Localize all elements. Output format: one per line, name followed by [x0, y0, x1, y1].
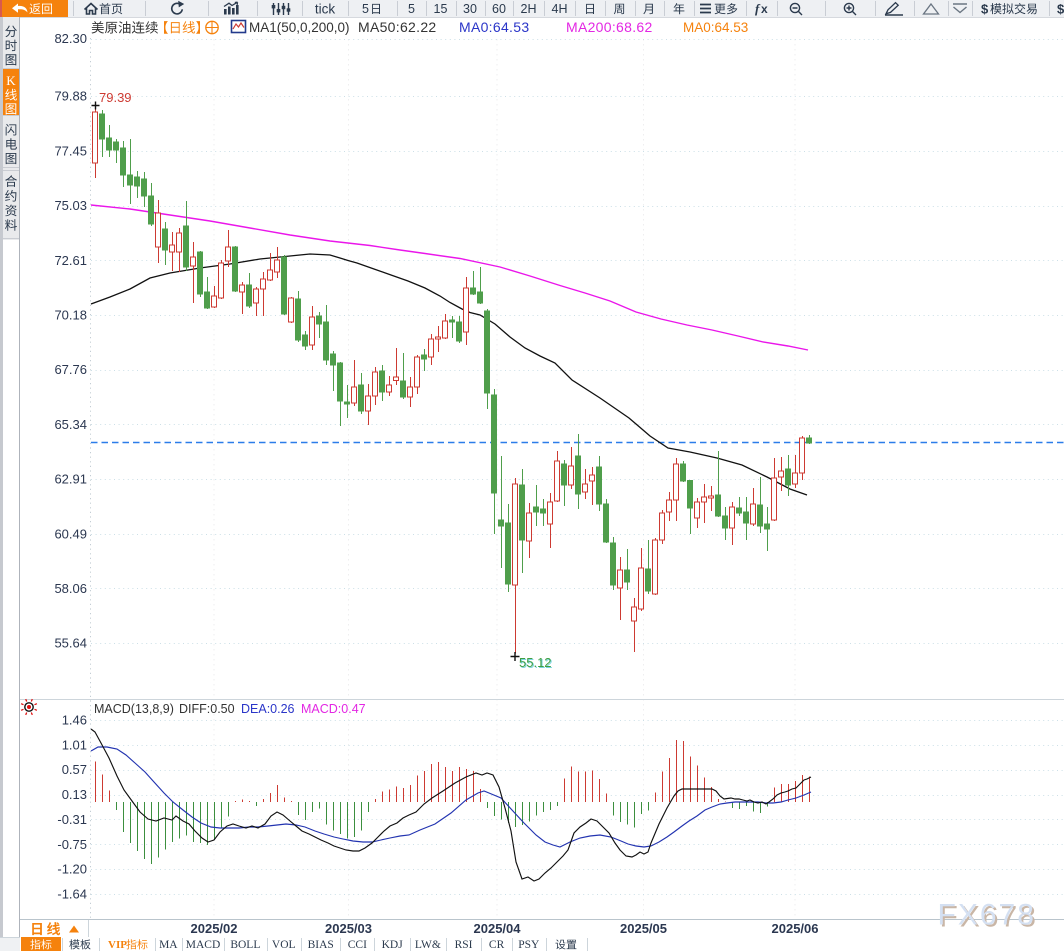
svg-text:55.64: 55.64 — [54, 636, 87, 651]
svg-text:$: $ — [981, 2, 989, 17]
svg-text:70.18: 70.18 — [54, 308, 87, 323]
svg-text:FX678: FX678 — [938, 899, 1036, 932]
svg-text:5: 5 — [362, 2, 369, 16]
svg-text:RSI: RSI — [455, 939, 473, 951]
svg-text:MA: MA — [159, 939, 178, 951]
svg-text:DEA:0.26: DEA:0.26 — [241, 702, 295, 716]
svg-text:$: $ — [1057, 2, 1064, 17]
svg-text:MACD(13,8,9): MACD(13,8,9) — [94, 702, 174, 716]
svg-text:LW&: LW& — [415, 939, 441, 951]
svg-text:2025/03: 2025/03 — [325, 921, 372, 936]
svg-text:79.39: 79.39 — [99, 90, 132, 105]
svg-text:82.30: 82.30 — [54, 31, 87, 46]
svg-text:62.91: 62.91 — [54, 472, 87, 487]
svg-text:x: x — [761, 2, 768, 16]
svg-text:4H: 4H — [552, 2, 568, 16]
svg-text:15: 15 — [434, 2, 448, 16]
svg-text:BIAS: BIAS — [308, 939, 334, 951]
svg-text:0.57: 0.57 — [62, 762, 87, 777]
svg-text:55.12: 55.12 — [519, 655, 552, 670]
svg-text:2H: 2H — [521, 2, 537, 16]
svg-text:f: f — [755, 1, 761, 16]
svg-text:MA50:62.22: MA50:62.22 — [358, 19, 437, 35]
svg-text:55.12: 55.12 — [520, 656, 553, 671]
svg-text:1.01: 1.01 — [62, 737, 87, 752]
svg-text:5: 5 — [408, 2, 415, 16]
svg-text:MA200:68.62: MA200:68.62 — [566, 19, 653, 35]
svg-text:-0.31: -0.31 — [57, 812, 87, 827]
svg-text:58.06: 58.06 — [54, 581, 87, 596]
svg-text:BOLL: BOLL — [230, 939, 260, 951]
svg-text:-0.75: -0.75 — [57, 837, 87, 852]
svg-text:77.45: 77.45 — [54, 143, 87, 158]
svg-text:MACD:0.47: MACD:0.47 — [301, 702, 366, 716]
svg-text:KDJ: KDJ — [382, 939, 404, 951]
svg-text:CCI: CCI — [348, 939, 367, 951]
svg-text:-1.20: -1.20 — [57, 862, 87, 877]
svg-text:72.61: 72.61 — [54, 253, 87, 268]
svg-text:2025/06: 2025/06 — [772, 921, 819, 936]
svg-text:MACD: MACD — [186, 939, 221, 951]
svg-text:FX678: FX678 — [940, 901, 1038, 934]
svg-text:MA0:64.53: MA0:64.53 — [459, 19, 529, 35]
svg-text:PSY: PSY — [518, 939, 540, 951]
svg-text:30: 30 — [463, 2, 477, 16]
svg-text:60.49: 60.49 — [54, 526, 87, 541]
svg-text:79.88: 79.88 — [54, 89, 87, 104]
svg-text:75.03: 75.03 — [54, 198, 87, 213]
svg-text:-1.64: -1.64 — [57, 887, 87, 902]
svg-text:K: K — [6, 73, 16, 88]
svg-text:2025/02: 2025/02 — [191, 921, 238, 936]
svg-text:65.34: 65.34 — [54, 417, 87, 432]
svg-text:MA0:64.53: MA0:64.53 — [683, 20, 748, 35]
svg-text:DIFF:0.50: DIFF:0.50 — [179, 702, 235, 716]
svg-text:tick: tick — [315, 2, 336, 17]
svg-text:VIP: VIP — [108, 939, 127, 951]
svg-text:2025/04: 2025/04 — [474, 921, 522, 936]
svg-text:CR: CR — [489, 939, 505, 951]
svg-text:2025/05: 2025/05 — [620, 921, 667, 936]
svg-text:67.76: 67.76 — [54, 362, 87, 377]
svg-text:MA1(50,0,200,0): MA1(50,0,200,0) — [249, 20, 350, 35]
svg-text:60: 60 — [492, 2, 506, 16]
svg-text:VOL: VOL — [272, 939, 296, 951]
svg-text:0.13: 0.13 — [62, 787, 87, 802]
svg-text:1.46: 1.46 — [62, 713, 87, 728]
